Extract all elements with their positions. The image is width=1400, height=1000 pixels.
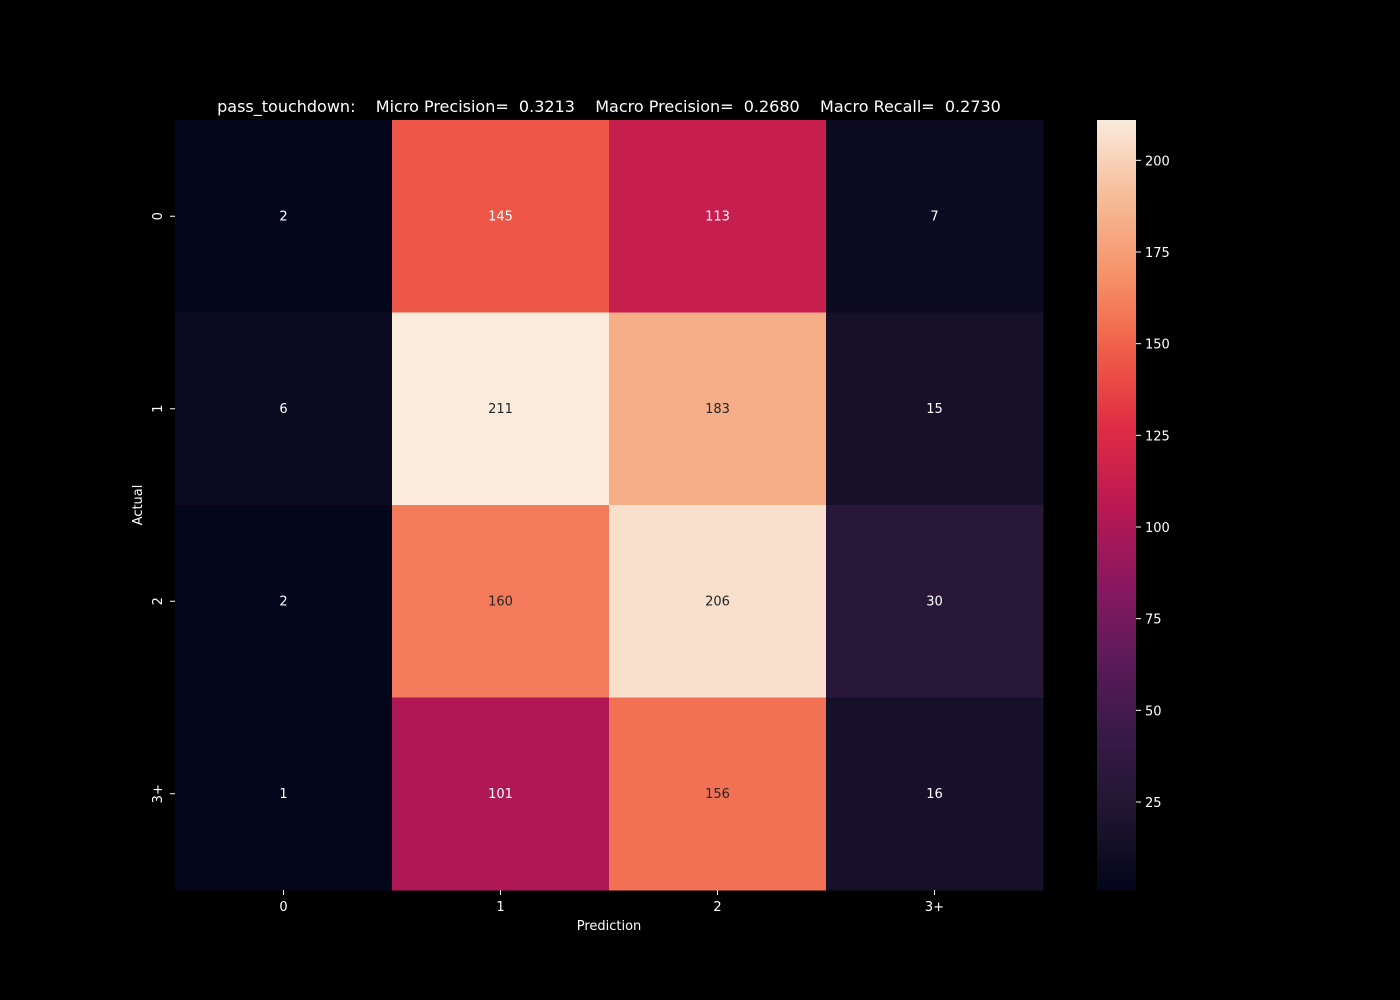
x-tick-label-3: 3+ — [925, 900, 944, 915]
cell-value-3-2: 156 — [705, 787, 730, 802]
cell-value-2-3: 30 — [926, 594, 943, 609]
colorbar: 25 50 75 100 125 150 175 200 — [1097, 120, 1170, 890]
x-tick-label-0: 0 — [279, 900, 287, 915]
heatmap-cell-1-3 — [826, 312, 1044, 506]
colorbar-tick-label-0: 25 — [1145, 796, 1162, 811]
y-tick-label-3: 3+ — [151, 784, 166, 803]
x-axis-ticks: 0 1 2 3+ — [279, 890, 944, 915]
cell-value-1-2: 183 — [705, 402, 730, 417]
heatmap-cell-3-2 — [609, 697, 827, 891]
colorbar-gradient — [1097, 120, 1136, 890]
heatmap-cell-3-0 — [175, 697, 393, 891]
heatmap-cell-1-2 — [609, 312, 827, 506]
x-tick-label-1: 1 — [496, 900, 504, 915]
heatmap-cell-1-1 — [392, 312, 610, 506]
heatmap-cell-2-2 — [609, 505, 827, 698]
colorbar-tick-label-6: 175 — [1145, 246, 1170, 261]
cell-value-2-1: 160 — [488, 594, 513, 609]
heatmap-cell-0-2 — [609, 120, 827, 313]
cell-value-0-1: 145 — [488, 209, 513, 224]
colorbar-tick-label-3: 100 — [1145, 521, 1170, 536]
x-tick-label-2: 2 — [713, 900, 721, 915]
cell-value-3-0: 1 — [279, 787, 287, 802]
colorbar-tick-label-7: 200 — [1145, 154, 1170, 169]
cell-value-1-0: 6 — [279, 402, 287, 417]
cell-value-3-1: 101 — [488, 787, 513, 802]
colorbar-tick-label-5: 150 — [1145, 338, 1170, 353]
y-axis-label: Actual — [131, 485, 146, 526]
cell-value-0-3: 7 — [930, 209, 938, 224]
heatmap-cell-0-0 — [175, 120, 393, 313]
cell-value-0-2: 113 — [705, 209, 730, 224]
x-axis-label: Prediction — [577, 919, 642, 934]
heatmap-cell-2-0 — [175, 505, 393, 698]
cell-value-3-3: 16 — [926, 787, 943, 802]
heatmap-cell-3-1 — [392, 697, 610, 891]
colorbar-tick-label-2: 75 — [1145, 613, 1162, 628]
y-tick-label-0: 0 — [151, 212, 166, 220]
y-tick-label-1: 1 — [151, 405, 166, 413]
heatmap-cell-3-3 — [826, 697, 1044, 891]
heatmap-cell-0-1 — [392, 120, 610, 313]
heatmap-cells: 2 145 113 7 6 211 183 15 2 160 206 30 1 101 156 16 — [175, 120, 1044, 891]
heatmap-cell-1-0 — [175, 312, 393, 506]
heatmap-cell-2-1 — [392, 505, 610, 698]
y-tick-label-2: 2 — [151, 597, 166, 605]
heatmap-cell-2-3 — [826, 505, 1044, 698]
cell-value-2-0: 2 — [279, 594, 287, 609]
y-axis-ticks: 0 1 2 3+ — [151, 212, 175, 803]
cell-value-1-3: 15 — [926, 402, 943, 417]
colorbar-tick-label-1: 50 — [1145, 704, 1162, 719]
cell-value-0-0: 2 — [279, 209, 287, 224]
cell-value-1-1: 211 — [488, 402, 513, 417]
colorbar-tick-label-4: 125 — [1145, 429, 1170, 444]
chart-title: pass_touchdown: Micro Precision= 0.3213 … — [217, 97, 1001, 117]
heatmap-cell-0-3 — [826, 120, 1044, 313]
cell-value-2-2: 206 — [705, 594, 730, 609]
